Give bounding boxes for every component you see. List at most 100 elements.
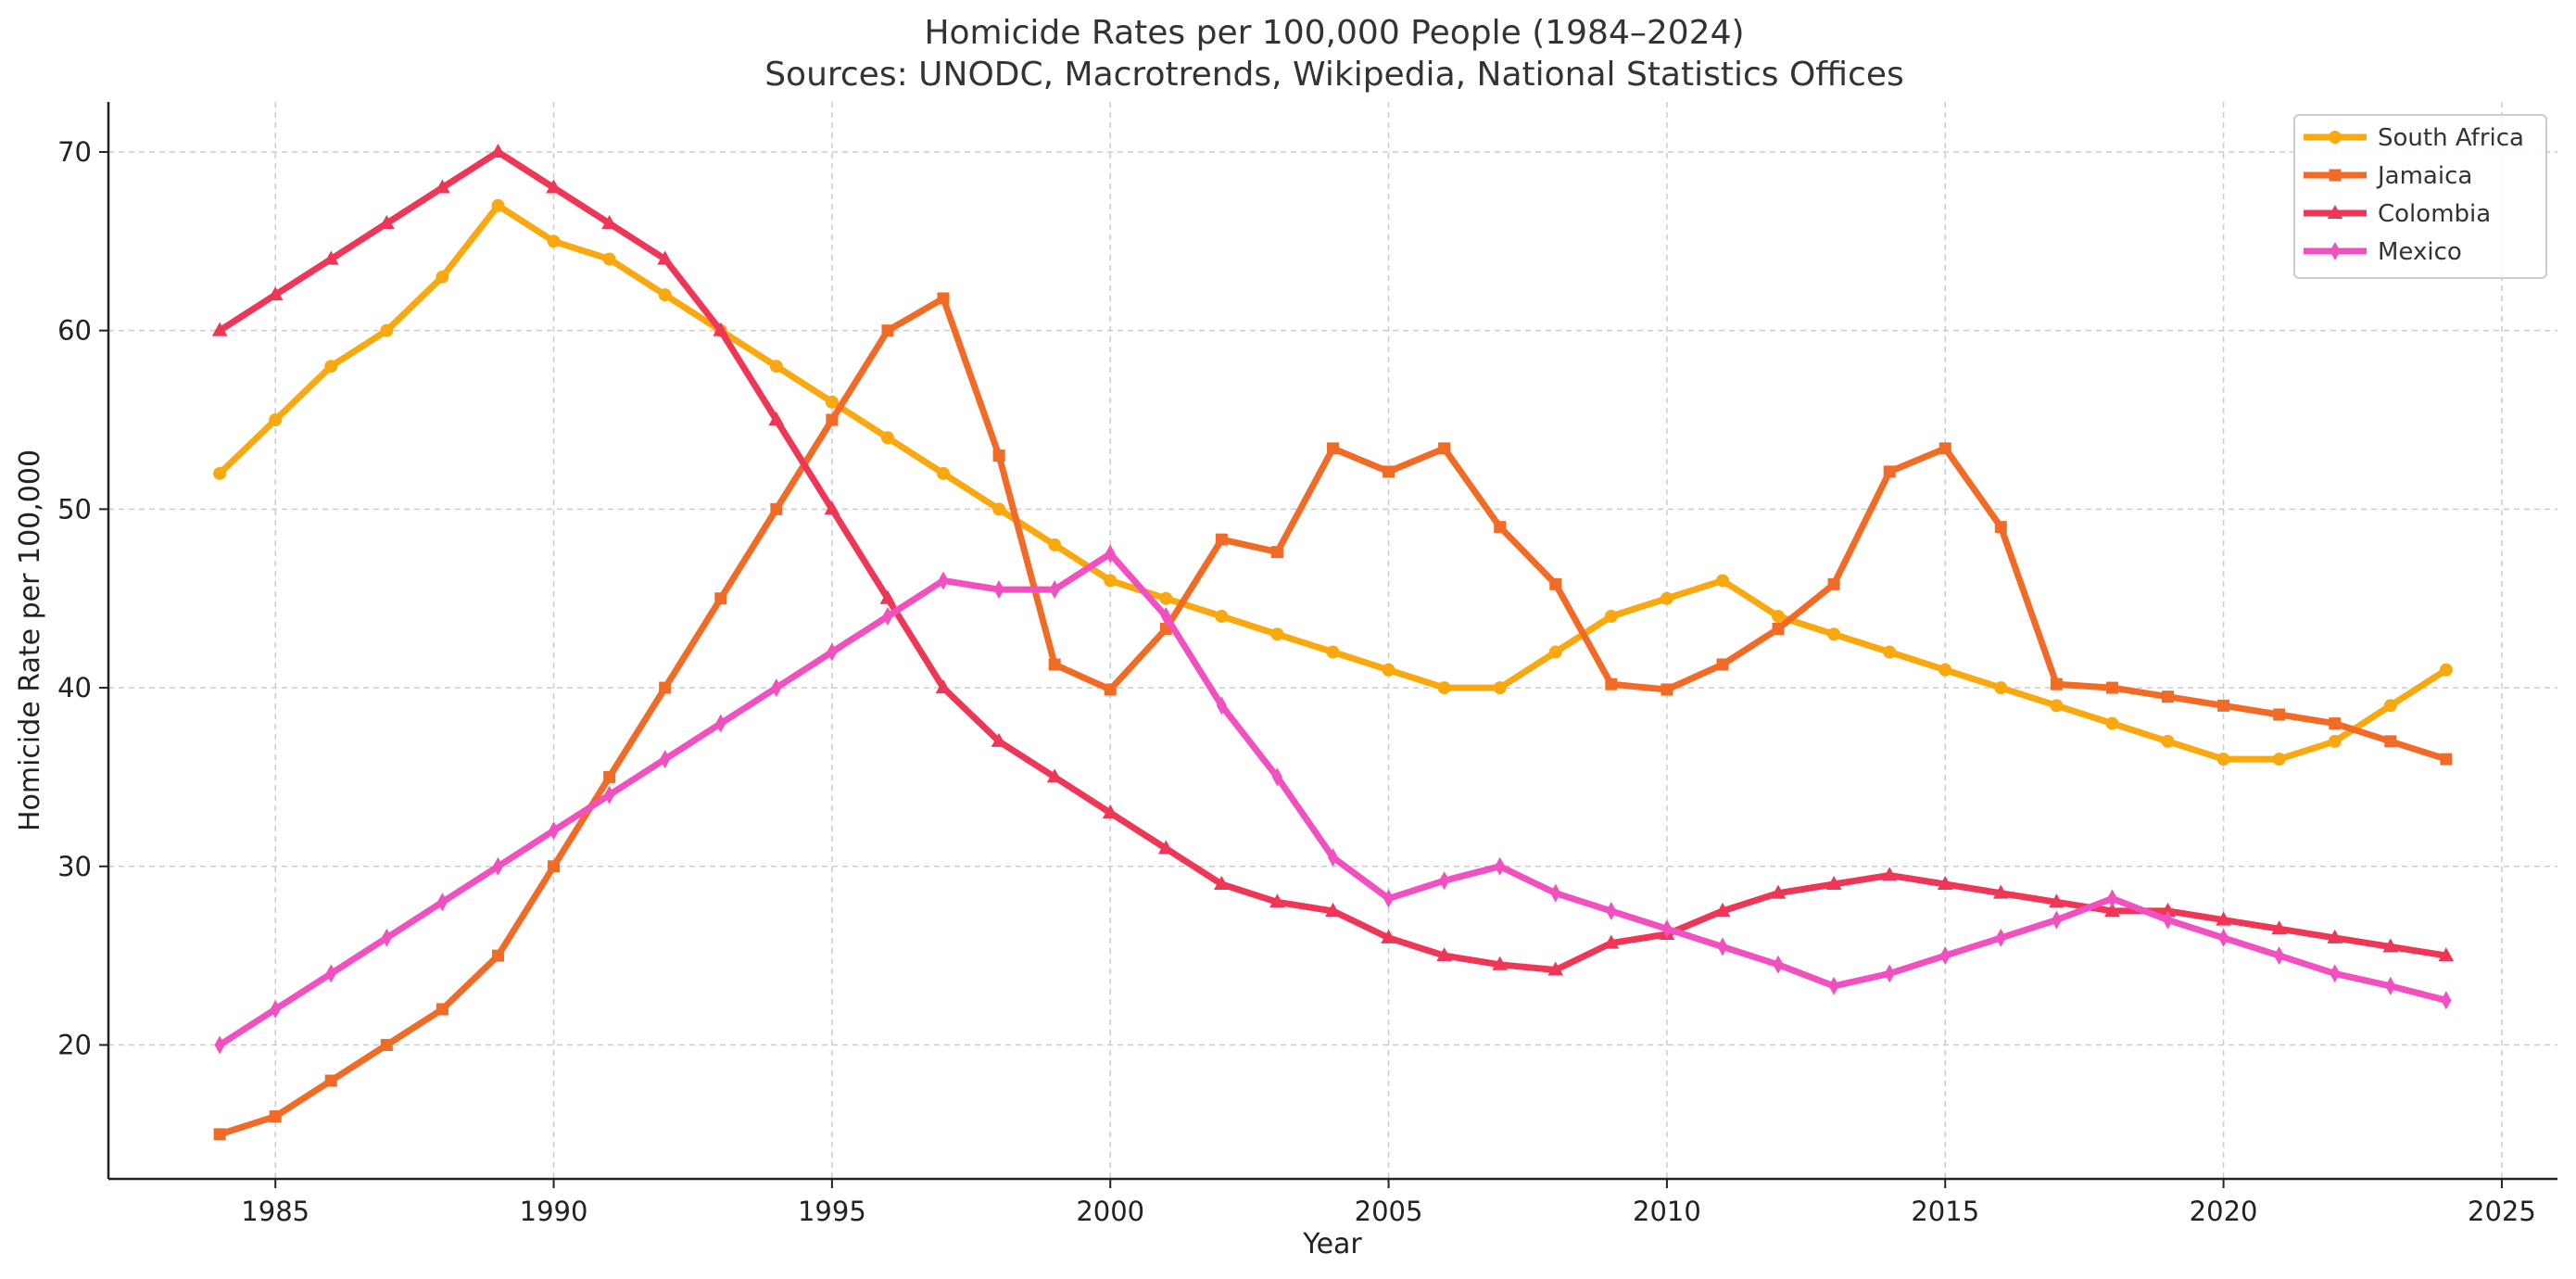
data-point-mexico — [1105, 544, 1116, 564]
data-point-jamaica — [1327, 442, 1339, 455]
data-point-south-africa — [269, 413, 283, 427]
data-point-jamaica — [1270, 546, 1283, 559]
y-axis-ticks: 20 30 40 50 60 70 — [57, 136, 108, 1060]
data-point-south-africa — [2383, 699, 2397, 713]
data-point-jamaica — [659, 681, 672, 694]
data-point-jamaica — [1716, 658, 1729, 671]
data-point-colombia — [2271, 920, 2288, 935]
data-point-south-africa — [1827, 627, 1841, 641]
legend-label: Mexico — [2378, 238, 2462, 266]
data-point-south-africa — [1215, 609, 1229, 623]
axes — [107, 102, 2557, 1181]
data-point-jamaica — [2162, 690, 2175, 703]
data-point-mexico — [381, 928, 392, 947]
legend-marker — [2327, 204, 2343, 219]
data-point-south-africa — [992, 502, 1006, 516]
data-point-colombia — [211, 322, 228, 336]
data-point-mexico — [827, 642, 838, 662]
data-point-south-africa — [547, 234, 561, 248]
data-point-mexico — [771, 678, 782, 698]
data-point-south-africa — [2161, 734, 2175, 748]
data-point-south-africa — [1548, 645, 1562, 659]
data-point-south-africa — [2050, 699, 2064, 713]
data-point-mexico — [1271, 767, 1283, 787]
y-tick-label: 70 — [57, 136, 92, 168]
data-point-colombia — [1157, 840, 1174, 855]
data-point-colombia — [1992, 884, 2009, 899]
legend-item-south-africa: South Africa — [2304, 124, 2524, 152]
data-point-south-africa — [2272, 753, 2286, 766]
data-point-jamaica — [992, 450, 1005, 462]
data-point-south-africa — [380, 323, 394, 337]
data-point-mexico — [270, 999, 281, 1019]
data-point-colombia — [490, 143, 506, 158]
data-point-mexico — [660, 750, 671, 769]
data-point-mexico — [1216, 696, 1227, 715]
data-point-mexico — [2218, 928, 2229, 947]
data-point-south-africa — [1382, 663, 1395, 677]
data-point-jamaica — [269, 1110, 282, 1123]
data-point-south-africa — [1715, 574, 1729, 588]
data-point-colombia — [2216, 911, 2231, 926]
data-point-colombia — [322, 250, 339, 265]
data-point-colombia — [2049, 893, 2065, 908]
data-point-mexico — [2385, 976, 2396, 995]
data-point-colombia — [1381, 929, 1396, 943]
data-point-jamaica — [826, 413, 839, 426]
data-point-colombia — [1937, 876, 1953, 891]
data-point-south-africa — [1493, 681, 1507, 695]
data-point-mexico — [1717, 937, 1728, 956]
data-point-jamaica — [937, 292, 950, 305]
data-point-mexico — [2051, 910, 2062, 930]
legend-label: South Africa — [2378, 124, 2524, 152]
x-tick-label: 2010 — [1633, 1196, 1701, 1227]
data-point-south-africa — [602, 252, 616, 266]
data-point-colombia — [1492, 956, 1509, 970]
data-point-colombia — [991, 732, 1007, 747]
data-point-mexico — [1439, 871, 1450, 891]
legend-marker — [2329, 169, 2342, 182]
data-point-jamaica — [603, 770, 616, 783]
data-point-jamaica — [2217, 699, 2230, 712]
data-point-colombia — [2104, 902, 2120, 917]
data-point-jamaica — [1605, 677, 1618, 690]
data-point-mexico — [548, 821, 560, 841]
x-axis-ticks: 1985 1990 1995 2000 2005 2010 2015 2020 2025 — [241, 1179, 2536, 1227]
data-point-jamaica — [436, 1003, 448, 1016]
data-point-colombia — [879, 589, 896, 604]
data-point-south-africa — [2328, 734, 2342, 748]
data-point-mexico — [604, 785, 615, 804]
data-point-jamaica — [2384, 735, 2397, 748]
data-point-mexico — [1495, 856, 1506, 876]
data-point-jamaica — [2329, 717, 2342, 730]
data-point-south-africa — [1159, 591, 1173, 605]
data-point-south-africa — [1104, 574, 1118, 588]
data-point-jamaica — [1661, 683, 1673, 696]
data-point-colombia — [1269, 893, 1285, 908]
data-point-mexico — [938, 571, 949, 590]
data-point-south-africa — [937, 466, 951, 480]
data-point-jamaica — [881, 324, 894, 337]
data-point-colombia — [824, 500, 840, 515]
data-point-mexico — [1939, 946, 1951, 966]
legend-label: Colombia — [2378, 200, 2491, 228]
data-point-jamaica — [213, 1128, 226, 1141]
data-point-colombia — [1603, 934, 1620, 949]
data-point-jamaica — [491, 949, 504, 962]
data-point-jamaica — [1549, 577, 1562, 590]
data-point-south-africa — [1660, 591, 1673, 605]
data-point-south-africa — [658, 288, 672, 302]
data-point-colombia — [1214, 876, 1230, 891]
data-point-jamaica — [1215, 533, 1228, 546]
data-point-mexico — [1383, 889, 1395, 908]
data-point-mexico — [1995, 928, 2006, 947]
y-tick-label: 50 — [57, 493, 92, 525]
data-point-mexico — [1828, 976, 1839, 995]
data-point-south-africa — [324, 360, 338, 374]
data-point-mexico — [2441, 991, 2452, 1010]
data-point-colombia — [546, 179, 562, 194]
x-tick-label: 1995 — [798, 1196, 866, 1227]
chart-subtitle: Sources: UNODC, Macrotrends, Wikipedia, … — [764, 56, 1904, 94]
data-point-jamaica — [1772, 622, 1785, 635]
data-point-jamaica — [1104, 683, 1117, 696]
